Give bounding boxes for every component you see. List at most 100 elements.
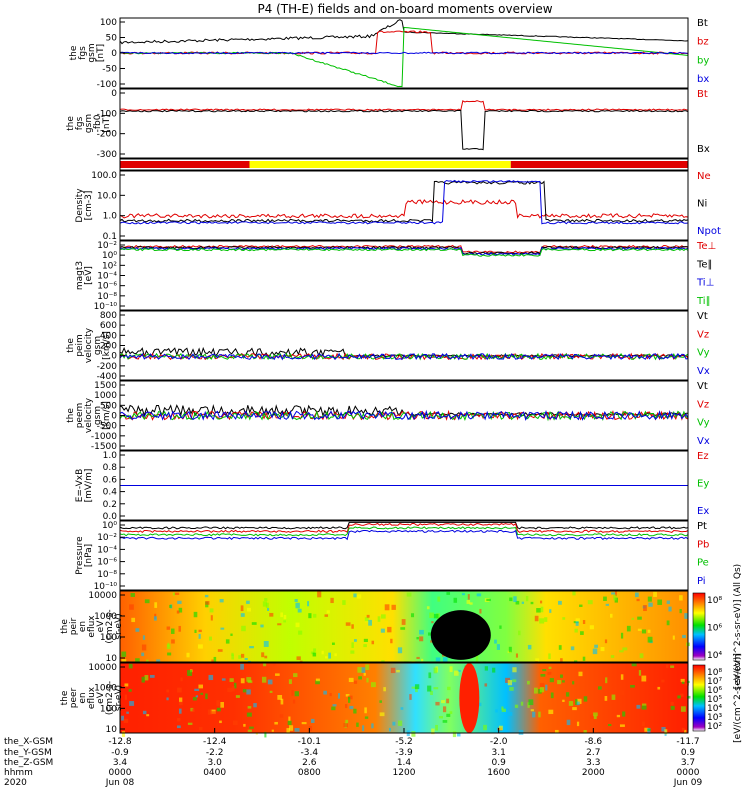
density-series-Ne <box>119 199 689 219</box>
peer_spectrogram-cell <box>449 711 453 714</box>
peer_spectrogram-cell <box>414 684 420 690</box>
peer_spectrogram-cell <box>604 696 608 701</box>
peir_spectrogram-cell <box>351 624 354 629</box>
efield-ytick-label: 0.4 <box>103 488 118 498</box>
peir_spectrogram-cell <box>211 659 214 663</box>
peer_spectrogram-cell <box>681 727 685 732</box>
peir_spectrogram-cell <box>479 608 482 614</box>
peer_spectrogram-cell <box>286 728 290 734</box>
peer_spectrogram-cell <box>620 690 625 695</box>
peir_spectrogram-cell <box>220 627 225 630</box>
fgs_btotal-ylabel-line: [nT] <box>102 114 112 132</box>
peer_spectrogram-cell <box>527 680 530 685</box>
peir_spectrogram-cell <box>313 648 317 652</box>
peir_spectrogram-cell <box>366 614 370 618</box>
peer_spectrogram-cell <box>428 672 432 679</box>
peer_spectrogram-cell <box>219 720 222 724</box>
efield-legend-Ex: Ex <box>697 506 709 517</box>
peer_spectrogram-spectrum <box>120 663 688 733</box>
peir_spectrogram-cell <box>611 592 616 595</box>
peir_spectrogram-cell <box>592 648 598 655</box>
peer_spectrogram-cell <box>686 695 691 699</box>
pressure-ytick-label: 10⁰ <box>102 521 117 531</box>
temperature-legend-Ti⊥: Ti⊥ <box>696 278 714 289</box>
peer_spectrogram-cell <box>128 689 132 692</box>
fgs_btotal-ylabel: thefgsgsm-fb0[nT] <box>66 114 112 133</box>
peir_spectrogram-cell <box>167 652 172 656</box>
peir_spectrogram-cell <box>225 639 230 644</box>
peer_spectrogram-cell <box>492 667 496 673</box>
peir_spectrogram-cell <box>637 616 642 620</box>
x-axis-row-label: 2020 <box>4 778 27 788</box>
x-axis-row-label: the_Z-GSM <box>4 758 53 768</box>
peer_spectrogram-cell <box>358 676 362 680</box>
peir_spectrogram-cell <box>582 619 586 625</box>
peer_spectrogram-cell <box>431 728 435 735</box>
peir_spectrogram-frame <box>119 590 689 663</box>
peer_spectrogram-cell <box>348 677 354 683</box>
peir_spectrogram-cell <box>295 622 300 628</box>
peer_spectrogram-cell <box>379 700 382 703</box>
pressure-ylabel: Pressure[nPa] <box>75 536 94 575</box>
peir_spectrogram-gap <box>430 610 491 660</box>
peem_velocity-ylabel-line: gsm <box>93 406 103 425</box>
peim_velocity-ytick-label: 600 <box>100 321 117 331</box>
peir_spectrogram-cell <box>515 600 520 605</box>
peir_spectrogram-cell <box>295 602 300 609</box>
peer_spectrogram-cell <box>195 695 199 698</box>
peer_spectrogram-cell <box>242 689 247 693</box>
peem_velocity-ylabel-line: velocity <box>84 397 94 433</box>
peem_velocity-legend-Vz: Vz <box>697 399 709 410</box>
peir_spectrogram-cell <box>604 639 608 644</box>
peir_spectrogram-cell <box>637 628 642 631</box>
peir_spectrogram-cell <box>653 591 657 597</box>
efield-legend-Ez: Ez <box>697 451 709 462</box>
peer_spectrogram-ytick-label: 10 <box>106 725 118 735</box>
x-axis-tick-label: Jun 08 <box>105 778 135 788</box>
peer_spectrogram-cell <box>583 696 588 702</box>
peir_spectrogram-cell <box>400 627 406 630</box>
peir_spectrogram-cell <box>518 630 521 636</box>
peer_spectrogram-cell <box>121 715 125 721</box>
pressure-ylabel-line: Pressure <box>75 536 85 575</box>
fgs_bfield-legend-bx: bx <box>697 74 709 85</box>
fgs_bfield-ytick-label: 100 <box>100 18 117 28</box>
peir_spectrogram-cell <box>219 599 224 603</box>
peim_velocity-ylabel-line: the <box>66 338 76 353</box>
peer_spectrogram-cell <box>194 688 200 692</box>
peem_velocity-ytick-label: 1500 <box>94 381 117 391</box>
peer_spectrogram-cell <box>572 681 575 685</box>
peir_spectrogram-cell <box>427 632 433 636</box>
peer_spectrogram-cell <box>528 699 534 706</box>
panel-efield: 1.0 0.8 0.6 0.4 0.2 0.0 E=-VxB[mV/m] Ez Ey Ex <box>75 450 709 522</box>
peer_spectrogram-cell <box>578 671 583 677</box>
peir_spectrogram-cell <box>308 613 312 619</box>
peer_spectrogram-cell <box>501 708 506 712</box>
peer_spectrogram-cell <box>240 678 245 684</box>
peir_spectrogram-cell <box>622 647 628 651</box>
fgs_bfield-ylabel: thefgsgsm[nT] <box>69 43 106 62</box>
peer_spectrogram-cell <box>597 686 602 690</box>
peer_spectrogram-cell <box>498 725 503 731</box>
peir_spectrogram-cell <box>636 598 640 602</box>
x-axis-tick-label: -12.4 <box>203 737 227 747</box>
peir_spectrogram-cell <box>619 650 624 653</box>
peir_spectrogram-cell <box>536 608 541 613</box>
peer_spectrogram-cell <box>670 705 675 710</box>
x-axis-tick-label: 2.7 <box>586 748 600 758</box>
peer_spectrogram-cell <box>562 699 565 702</box>
peer_spectrogram-cell <box>547 671 552 675</box>
peer_spectrogram-cell <box>550 692 554 699</box>
peir_spectrogram-cell <box>298 630 303 635</box>
peer_spectrogram-cell <box>622 711 626 717</box>
peer_spectrogram-cell <box>247 729 252 732</box>
peir_spectrogram-cell <box>647 629 651 633</box>
peir_spectrogram-cell <box>198 633 201 639</box>
peer_spectrogram-cell <box>361 667 366 673</box>
peim_velocity-series-Vy <box>119 352 689 361</box>
peir_spectrogram-cell <box>171 639 175 644</box>
peir_spectrogram-cell <box>416 656 420 660</box>
peir_spectrogram-cell <box>174 592 180 595</box>
peir_spectrogram-cell <box>521 601 524 604</box>
